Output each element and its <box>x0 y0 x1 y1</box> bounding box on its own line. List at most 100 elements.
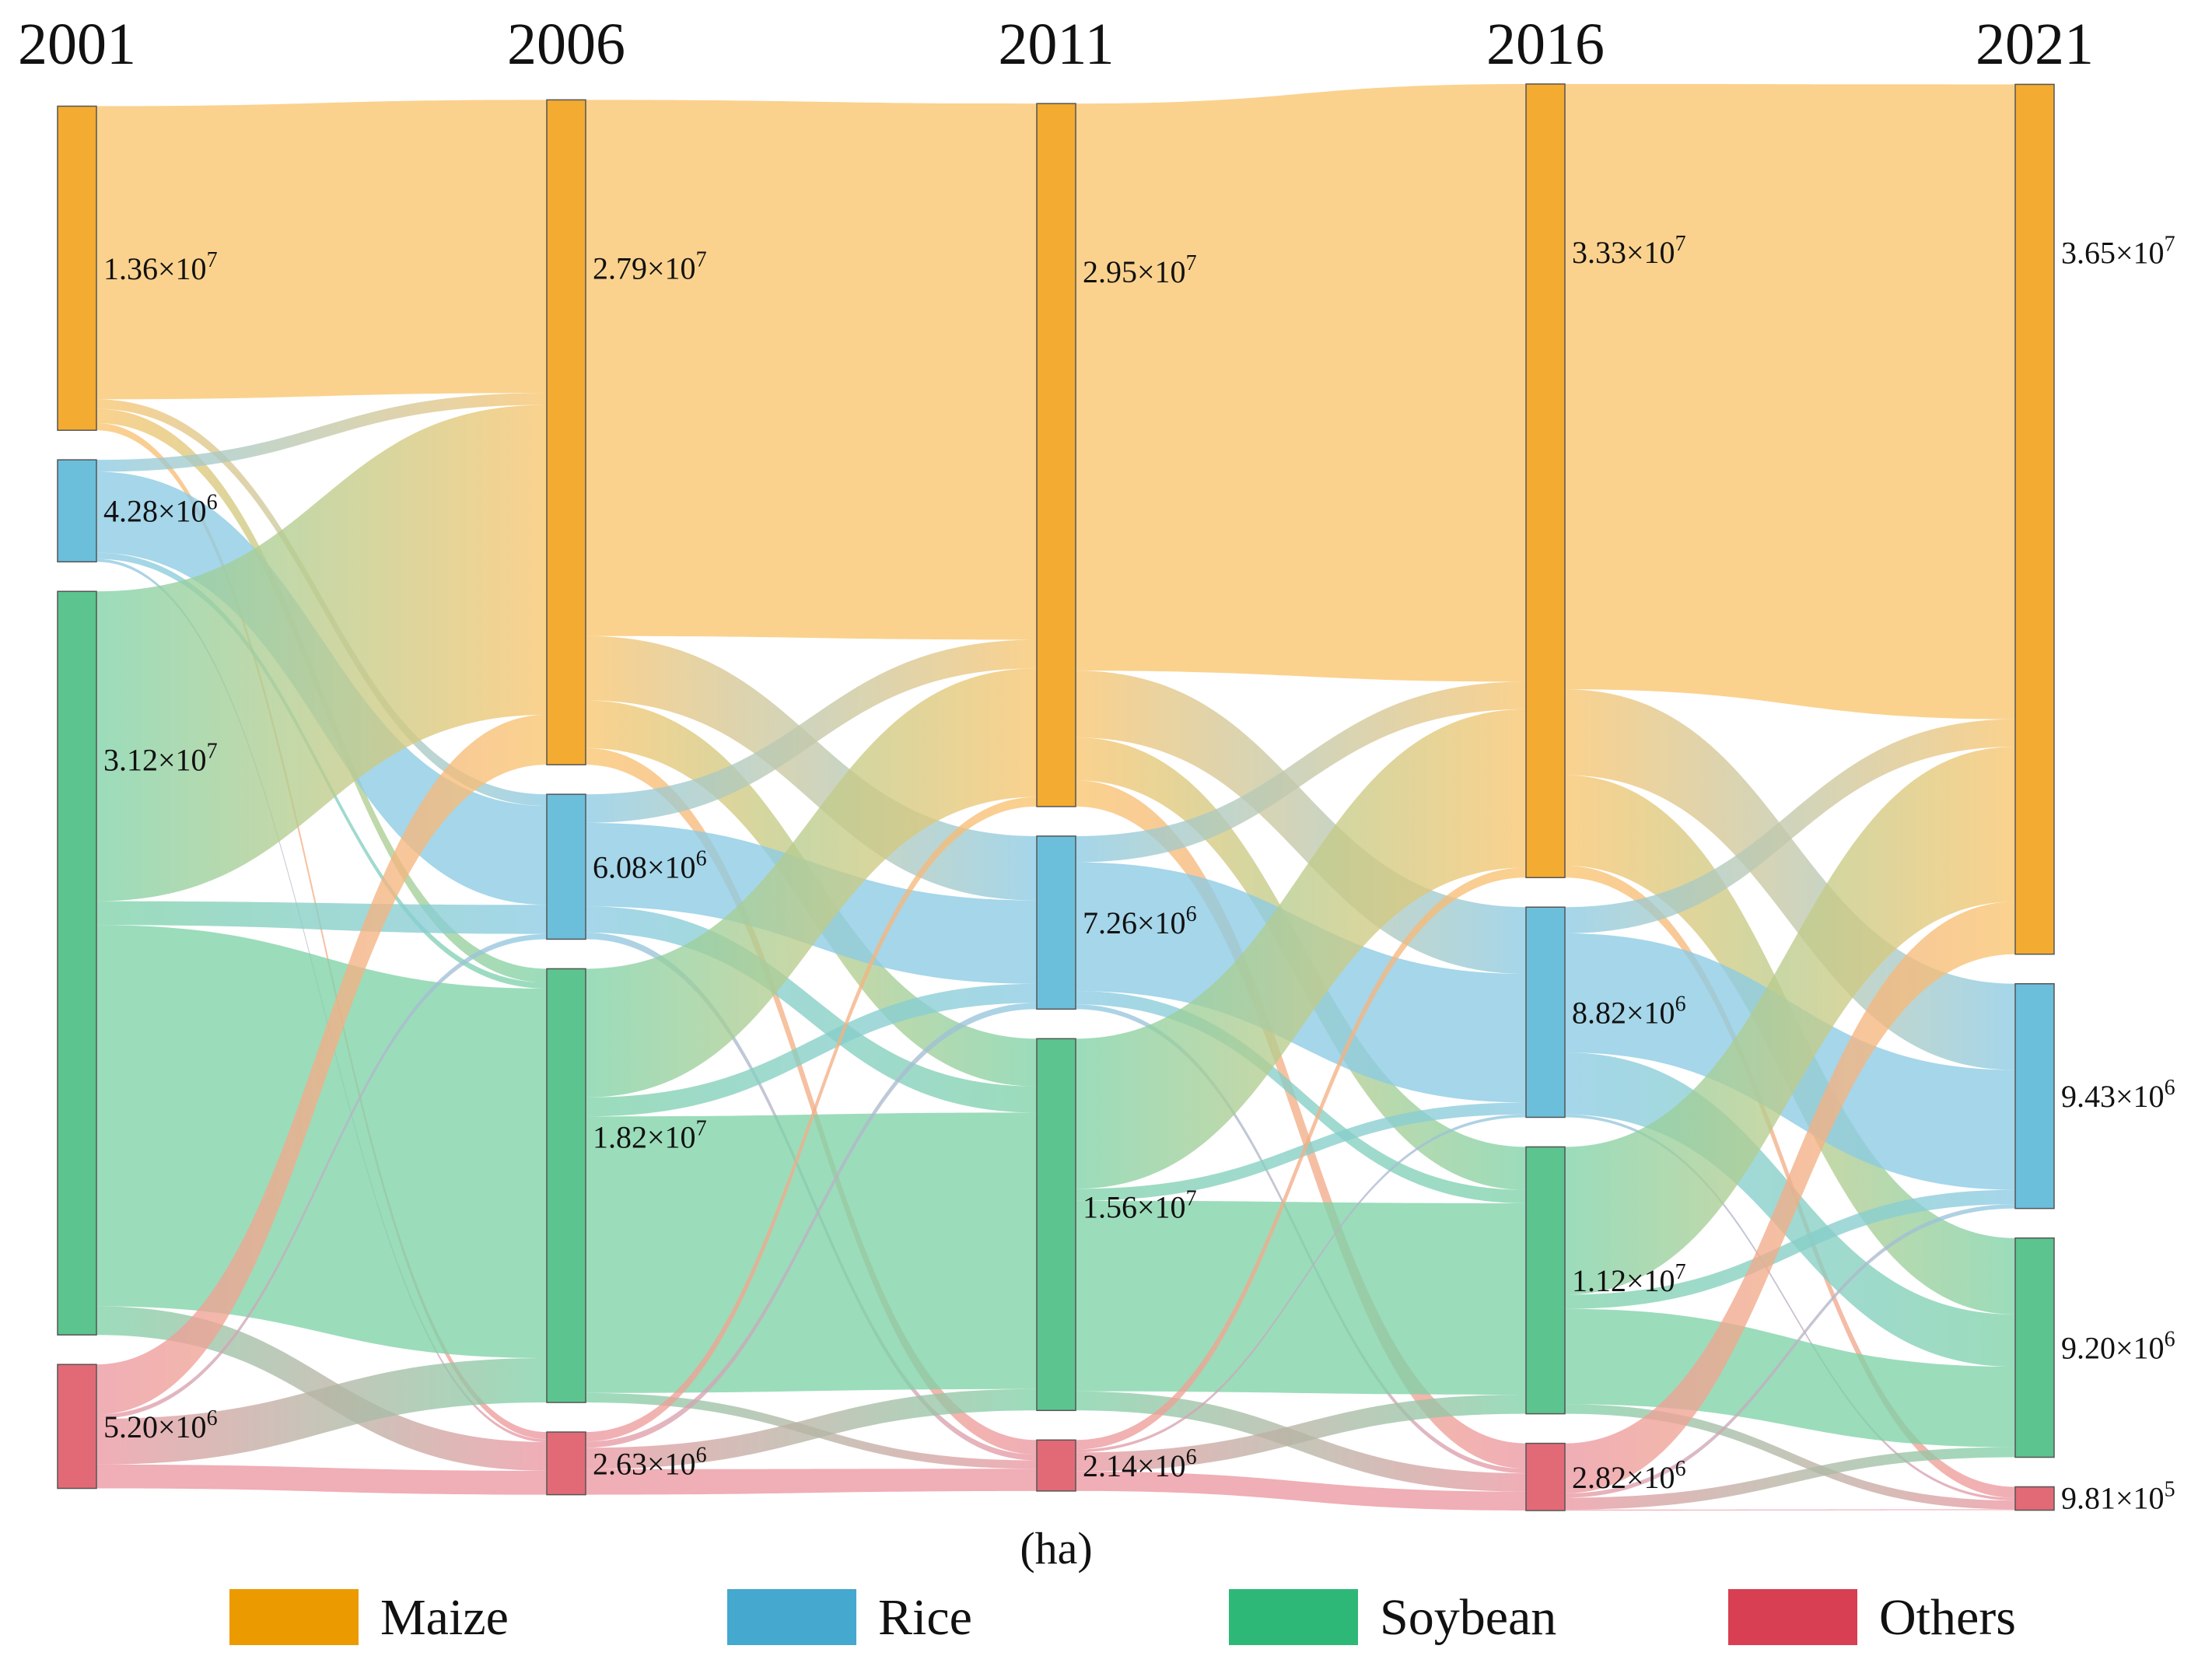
value-label-2021-maize: 3.65×107 <box>2061 232 2175 270</box>
node-2006-maize <box>546 99 586 765</box>
flow-2016-others-to-2021-rice <box>1565 1204 2015 1498</box>
legend-swatch-rice <box>727 1589 856 1645</box>
flow-2001-maize-to-2006-maize <box>96 100 547 400</box>
legend-item-others: Others <box>1728 1589 2016 1646</box>
flow-2006-maize-to-2011-rice <box>586 635 1037 901</box>
flow-2016-others-to-2021-others <box>1565 1509 2015 1511</box>
node-2011-soybean <box>1036 1038 1076 1412</box>
node-2001-maize <box>57 105 97 431</box>
flow-2011-soybean-to-2016-soybean <box>1076 1200 1526 1395</box>
value-label-2016-rice: 8.82×106 <box>1572 992 1686 1030</box>
value-label-2011-rice: 7.26×106 <box>1083 902 1197 940</box>
flow-2011-others-to-2016-rice <box>1076 1114 1526 1453</box>
year-label-2021: 2021 <box>1976 12 2094 77</box>
value-label-2006-maize: 2.79×107 <box>593 247 707 285</box>
value-label-2011-maize: 2.95×107 <box>1083 251 1197 289</box>
node-2021-maize <box>2014 83 2055 955</box>
value-label-2021-rice: 9.43×106 <box>2061 1076 2175 1114</box>
flow-2016-soybean-to-2021-soybean <box>1565 1308 2015 1448</box>
flow-2006-soybean-to-2011-maize <box>586 668 1037 1098</box>
legend-label-soybean: Soybean <box>1380 1589 1556 1646</box>
flows-layer <box>96 84 2015 1511</box>
legend-swatch-others <box>1728 1589 1857 1645</box>
flow-2006-others-to-2011-rice <box>586 1003 1037 1448</box>
value-label-2021-others: 9.81×105 <box>2061 1478 2175 1516</box>
value-label-2001-others: 5.20×106 <box>103 1406 218 1444</box>
node-2001-rice <box>57 459 97 563</box>
flow-2011-soybean-to-2016-maize <box>1076 709 1526 1189</box>
legend-item-soybean: Soybean <box>1229 1589 1556 1646</box>
flow-2011-maize-to-2016-others <box>1076 780 1526 1469</box>
legend-label-others: Others <box>1879 1589 2016 1646</box>
value-label-2021-soybean: 9.20×106 <box>2061 1328 2175 1366</box>
flow-2001-soybean-to-2006-maize <box>96 404 547 902</box>
node-2011-maize <box>1036 103 1076 807</box>
flow-2011-rice-to-2016-maize <box>1076 681 1526 863</box>
value-label-2006-rice: 6.08×106 <box>593 846 707 884</box>
value-label-2016-others: 2.82×106 <box>1572 1457 1686 1495</box>
legend-item-maize: Maize <box>229 1589 509 1646</box>
node-2016-rice <box>1525 906 1566 1119</box>
unit-label: (ha) <box>1020 1523 1092 1574</box>
flow-2011-others-to-2016-maize <box>1076 867 1526 1450</box>
flow-2011-rice-to-2016-soybean <box>1076 991 1526 1204</box>
value-label-2011-others: 2.14×106 <box>1083 1445 1197 1483</box>
flow-2016-soybean-to-2021-rice <box>1565 1189 2015 1309</box>
value-label-2016-soybean: 1.12×107 <box>1572 1260 1686 1298</box>
node-2001-others <box>57 1364 97 1490</box>
flow-2016-others-to-2021-maize <box>1565 902 2015 1493</box>
flow-2006-soybean-to-2011-rice <box>586 983 1037 1117</box>
node-2011-others <box>1036 1439 1076 1492</box>
value-label-2016-maize: 3.33×107 <box>1572 232 1686 270</box>
flow-2011-soybean-to-2016-rice <box>1076 1102 1526 1201</box>
flow-2016-soybean-to-2021-maize <box>1565 747 2015 1295</box>
flow-2006-rice-to-2011-maize <box>586 639 1037 823</box>
flow-2006-rice-to-2011-soybean <box>586 906 1037 1113</box>
flow-2001-maize-to-2006-others <box>96 422 547 1440</box>
node-2016-others <box>1525 1442 1566 1511</box>
node-2006-rice <box>546 793 586 940</box>
flow-2016-soybean-to-2021-others <box>1565 1404 2015 1510</box>
value-label-2006-others: 2.63×106 <box>593 1443 707 1481</box>
flow-2016-others-to-2021-soybean <box>1565 1447 2015 1510</box>
legend: Maize Rice Soybean Others <box>229 1589 2016 1646</box>
flow-2001-soybean-to-2006-soybean <box>96 925 547 1359</box>
flow-2001-others-to-2006-maize <box>96 714 547 1415</box>
year-label-2006: 2006 <box>507 12 625 77</box>
node-2021-others <box>2014 1486 2055 1511</box>
node-2021-rice <box>2014 982 2055 1210</box>
node-2006-others <box>546 1431 586 1496</box>
node-2021-soybean <box>2014 1237 2055 1458</box>
flow-2006-others-to-2011-soybean <box>586 1388 1037 1469</box>
value-label-2006-soybean: 1.82×107 <box>593 1116 707 1154</box>
flow-2001-rice-to-2006-maize <box>96 393 547 472</box>
value-label-2001-maize: 1.36×107 <box>103 248 218 286</box>
legend-label-maize: Maize <box>380 1589 509 1646</box>
flow-2011-maize-to-2016-maize <box>1076 84 1526 682</box>
node-2016-maize <box>1525 83 1566 878</box>
nodes-layer <box>57 83 2055 1511</box>
legend-swatch-soybean <box>1229 1589 1358 1645</box>
flow-2006-others-to-2011-others <box>586 1469 1037 1495</box>
year-label-2016: 2016 <box>1486 12 1605 77</box>
flow-2006-others-to-2011-maize <box>586 796 1037 1442</box>
legend-label-rice: Rice <box>878 1589 972 1646</box>
value-label-2011-soybean: 1.56×107 <box>1083 1186 1197 1224</box>
value-label-2001-soybean: 3.12×107 <box>103 739 218 777</box>
node-2016-soybean <box>1525 1146 1566 1415</box>
value-label-2001-rice: 4.28×106 <box>103 491 218 529</box>
legend-item-rice: Rice <box>727 1589 972 1646</box>
flow-2011-others-to-2016-others <box>1076 1471 1526 1511</box>
legend-swatch-maize <box>229 1589 359 1645</box>
flow-2016-rice-to-2021-maize <box>1565 719 2015 933</box>
flow-2001-others-to-2006-rice <box>96 933 547 1420</box>
flow-2016-maize-to-2021-maize <box>1565 84 2015 719</box>
year-label-2011: 2011 <box>998 12 1114 77</box>
flow-2016-rice-to-2021-others <box>1565 1114 2015 1501</box>
flow-2006-soybean-to-2011-soybean <box>586 1112 1037 1393</box>
flow-2006-maize-to-2011-others <box>586 747 1037 1455</box>
node-2001-soybean <box>57 590 97 1336</box>
flow-2006-maize-to-2011-maize <box>586 100 1037 640</box>
year-label-2001: 2001 <box>18 12 136 77</box>
